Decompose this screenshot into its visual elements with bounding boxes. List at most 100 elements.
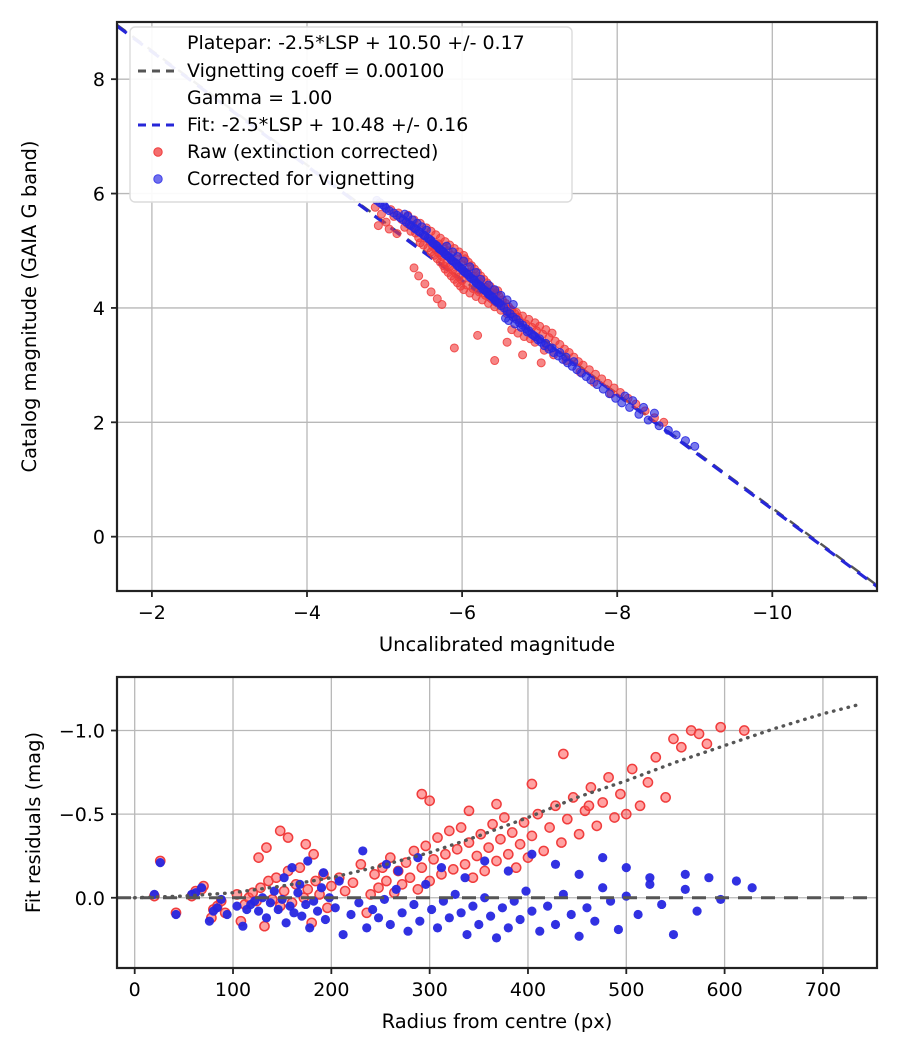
data-point [657,899,667,910]
data-point [574,869,584,879]
data-point [676,741,687,753]
data-point [626,763,638,775]
data-point [465,262,475,272]
data-point [621,863,631,873]
data-point [471,850,483,862]
y-tick-label: −0.5 [59,804,105,826]
data-point [369,868,380,880]
data-point [615,788,626,800]
data-point [354,898,364,908]
data-point [680,436,690,446]
data-point [393,866,403,876]
x-tick-label: −10 [752,602,792,624]
data-point [456,908,466,918]
data-point [278,885,290,897]
data-point [609,812,620,823]
data-point [704,873,714,883]
data-point [508,300,518,309]
data-point [432,832,443,843]
data-point [716,894,726,905]
data-point [196,883,207,893]
data-point [269,886,279,896]
data-point [416,862,428,874]
data-point [586,375,596,385]
data-point [294,862,306,874]
residuals-panel-group: 0 100 200 300 400 500 600 700 0.0 −0.5 −1.0 Radius … [22,675,879,1033]
data-point [232,901,242,911]
data-point [281,918,291,928]
data-point [285,901,295,911]
data-point [322,902,333,914]
data-point [338,929,348,940]
data-point [385,919,395,930]
axis-ticks: −2 −4 −6 −8 −10 0 2 4 6 8 [93,69,792,624]
data-point [404,872,416,884]
data-point [598,853,608,863]
data-point [261,913,272,923]
data-point [447,863,459,875]
data-point [463,805,475,817]
data-point [442,241,452,251]
data-point [497,903,508,913]
legend-label: Gamma = 1.00 [187,87,332,109]
data-point [502,295,512,305]
data-point [603,378,613,388]
data-point [300,838,312,850]
data-point [668,733,679,745]
data-point [373,882,384,894]
data-point [480,893,490,903]
data-point [277,894,287,905]
data-point [550,859,561,869]
fit-line [117,24,877,588]
data-point [424,795,435,807]
axes-frame [115,20,879,593]
data-point [437,300,447,309]
x-tick-label: −6 [448,602,476,624]
data-point [621,891,631,901]
data-point [701,738,713,750]
data-point [506,827,518,838]
data-point [628,396,638,406]
data-point [692,906,702,916]
x-tick-label: −8 [603,602,631,624]
data-point [373,913,384,923]
data-point [204,916,215,926]
data-point [432,294,442,304]
data-point [400,209,410,219]
data-point [747,883,757,893]
data-point [527,906,537,916]
data-point [305,923,315,933]
data-point [590,916,600,926]
data-point [467,872,479,884]
data-point [373,221,383,231]
data-point [503,866,513,876]
data-point [238,921,248,931]
data-point [400,857,412,868]
data-point [428,853,439,865]
data-point [316,883,327,893]
data-point [574,931,584,941]
data-point [427,904,437,915]
data-point [573,828,585,840]
data-point [261,842,272,853]
axes-frame [115,675,879,970]
data-point [634,409,644,419]
x-axis-title: Radius from centre (px) [382,1010,613,1033]
data-point [415,916,425,926]
data-point [462,929,472,940]
legend-box [129,26,573,203]
legend-dot-swatch [153,174,163,184]
data-point [265,898,275,908]
data-point [738,725,750,736]
legend: Platepar: -2.5*LSP + 10.50 +/- 0.17 Vigne… [129,26,573,203]
series-corrected-for-vignetting [372,195,700,451]
data-point [412,884,424,895]
data-point [273,904,283,915]
data-point [397,908,407,918]
data-point [515,914,525,925]
data-point [432,923,443,933]
x-tick-label: −2 [138,602,166,624]
axis-ticks: 0 100 200 300 400 500 600 700 0.0 −0.5 −1.0 [59,721,841,1001]
